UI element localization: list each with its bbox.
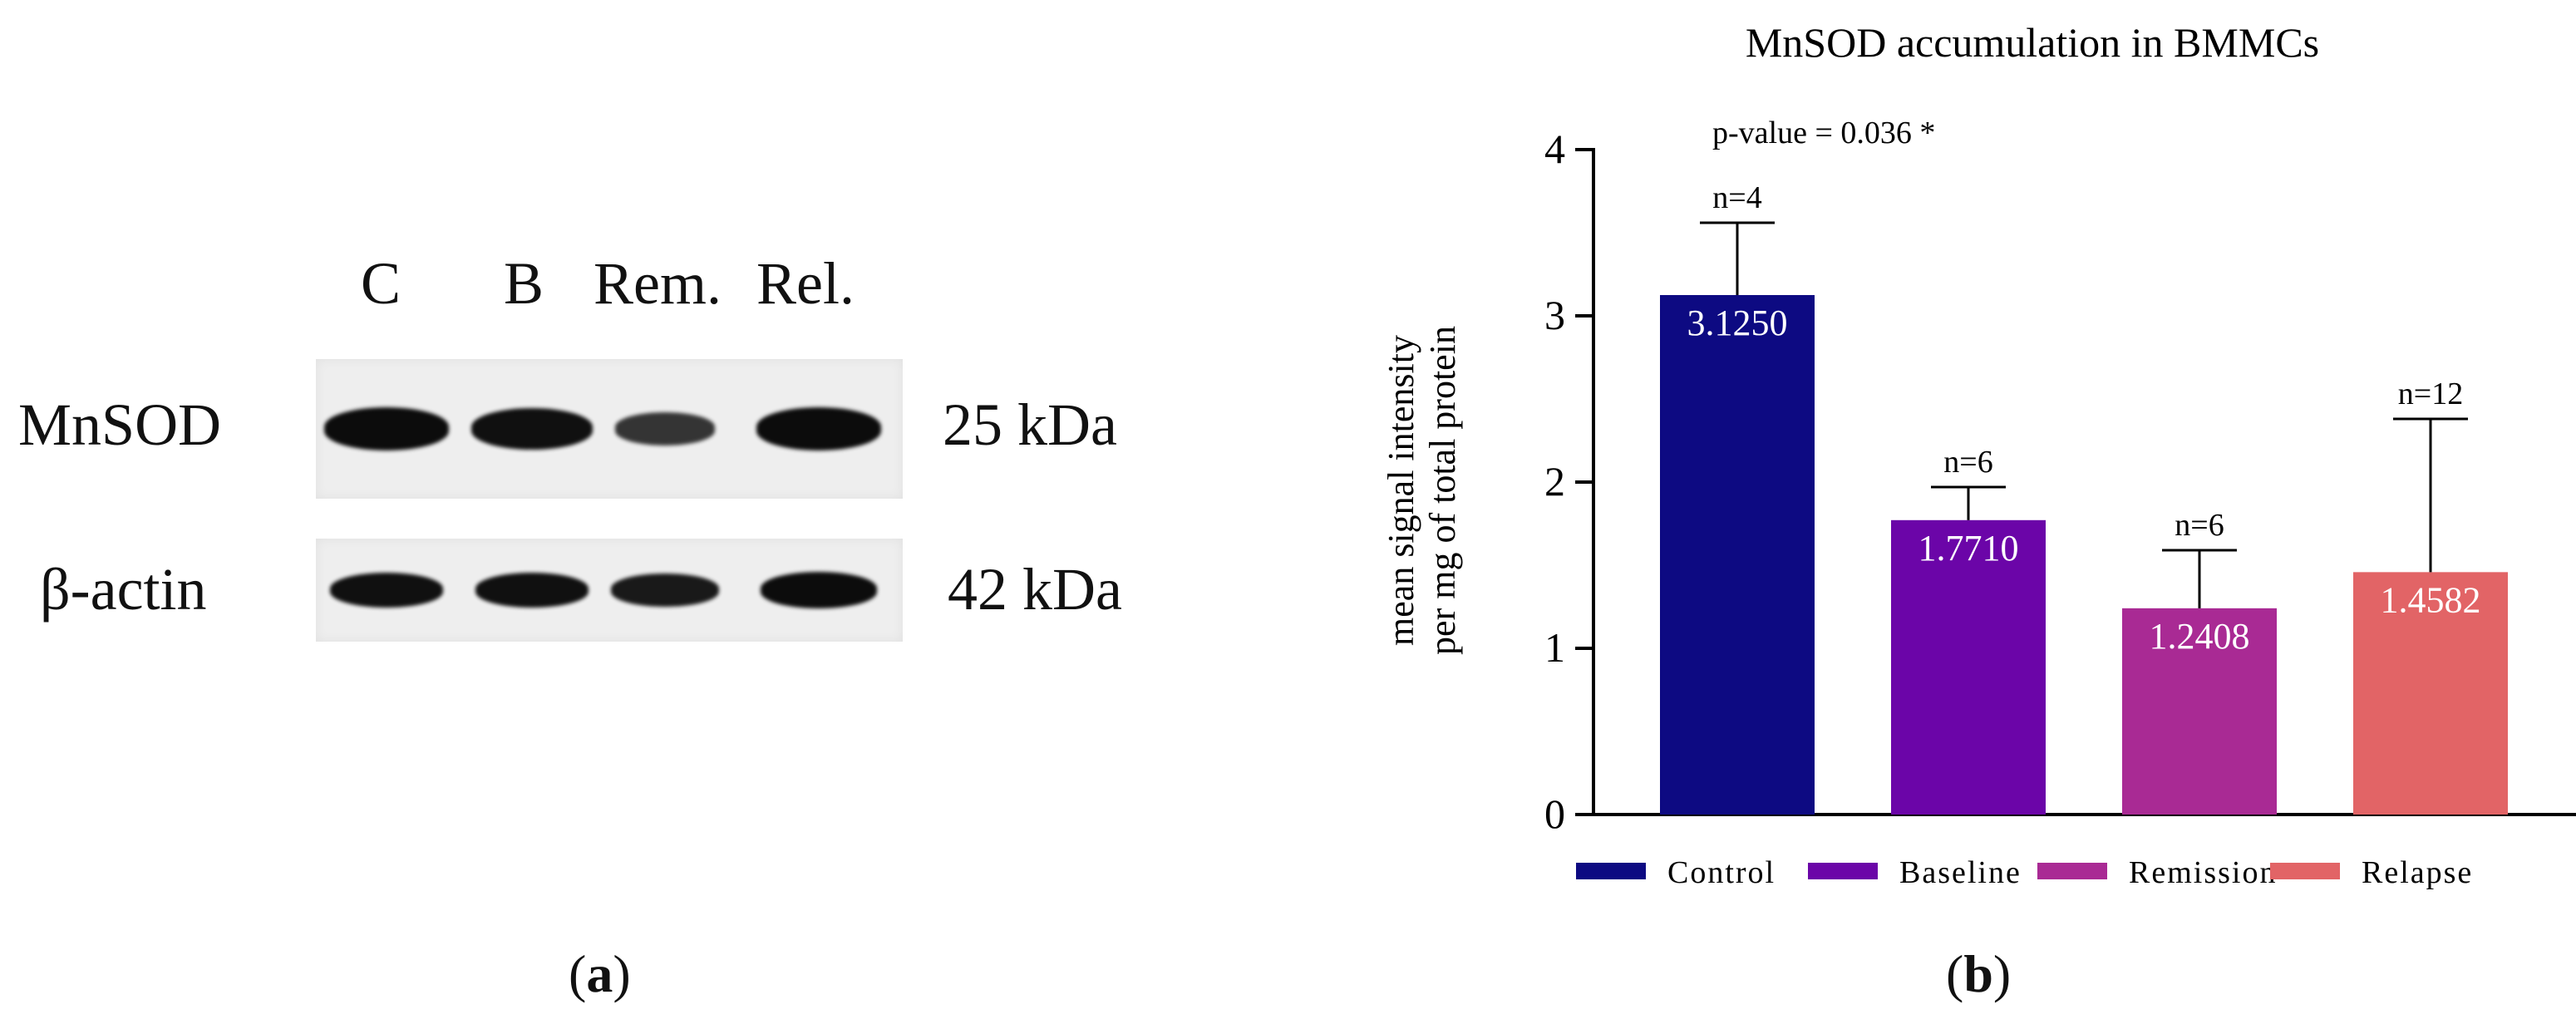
bars-group: n=4 3.1250 n=6 1.7710 n=6 1.2408 n=12 1.4582 xyxy=(1660,180,2508,815)
n-label: n=12 xyxy=(2398,377,2463,411)
size-label-beta-actin: 42 kDa xyxy=(948,556,1122,623)
lane-label-baseline: B xyxy=(504,250,544,317)
legend-swatch xyxy=(1576,863,1646,879)
n-label: n=4 xyxy=(1712,180,1761,215)
legend-label: Remission xyxy=(2129,855,2277,890)
blot-band xyxy=(615,412,715,446)
blot-strip-beta-actin xyxy=(316,539,903,642)
blot-band xyxy=(761,572,877,608)
blot-band xyxy=(470,407,594,450)
legend-label: Relapse xyxy=(2362,855,2473,890)
western-blot-panel: C B Rem. Rel. MnSOD 25 kDa β-actin 42 kD… xyxy=(0,0,1247,1019)
n-label: n=6 xyxy=(2175,508,2224,543)
bar-chart-panel: MnSOD accumulation in BMMCs p-value = 0.… xyxy=(1297,0,2576,1019)
blot-band xyxy=(756,407,881,450)
blot-band xyxy=(329,572,444,608)
bar-baseline xyxy=(1891,519,2046,815)
y-tick-label: 0 xyxy=(1544,790,1565,837)
y-axis-label-line1: mean signal intensity xyxy=(1381,335,1421,646)
row-label-beta-actin: β-actin xyxy=(40,556,207,623)
panel-caption-b: (b) xyxy=(1946,944,2012,1003)
blot-strip-mnsod xyxy=(316,359,903,499)
lane-label-relapse: Rel. xyxy=(756,250,855,317)
legend: Control Baseline Remission Relapse xyxy=(1576,855,2473,890)
blot-band xyxy=(610,573,720,608)
bar-relapse xyxy=(2353,572,2508,815)
p-value-annotation: p-value = 0.036 * xyxy=(1712,116,1935,150)
panel-caption-a: (a) xyxy=(569,944,631,1003)
blot-band xyxy=(475,572,589,608)
row-label-mnsod: MnSOD xyxy=(18,391,222,458)
size-label-mnsod: 25 kDa xyxy=(943,391,1117,458)
legend-swatch xyxy=(1808,863,1878,879)
bar-remission xyxy=(2122,608,2277,815)
y-tick-label: 2 xyxy=(1544,458,1565,505)
chart-title: MnSOD accumulation in BMMCs xyxy=(1746,19,2319,66)
legend-swatch xyxy=(2037,863,2107,879)
n-label: n=6 xyxy=(1943,445,1992,480)
y-axis-label-line2: per mg of total protein xyxy=(1422,326,1463,655)
bar-control xyxy=(1660,295,1815,815)
value-label: 1.4582 xyxy=(2381,579,2481,620)
legend-swatch xyxy=(2270,863,2340,879)
legend-label: Baseline xyxy=(1899,855,2022,890)
blot-band xyxy=(324,407,449,450)
value-label: 1.2408 xyxy=(2150,616,2250,657)
bar-chart: MnSOD accumulation in BMMCs p-value = 0.… xyxy=(1381,19,2576,890)
value-label: 3.1250 xyxy=(1687,303,1788,343)
y-tick-label: 4 xyxy=(1544,126,1565,172)
y-tick-label: 1 xyxy=(1544,624,1565,671)
value-label: 1.7710 xyxy=(1918,528,2019,569)
lane-label-remission: Rem. xyxy=(594,250,722,317)
y-tick-label: 3 xyxy=(1544,292,1565,338)
lane-label-control: C xyxy=(361,250,401,317)
legend-label: Control xyxy=(1667,855,1776,890)
